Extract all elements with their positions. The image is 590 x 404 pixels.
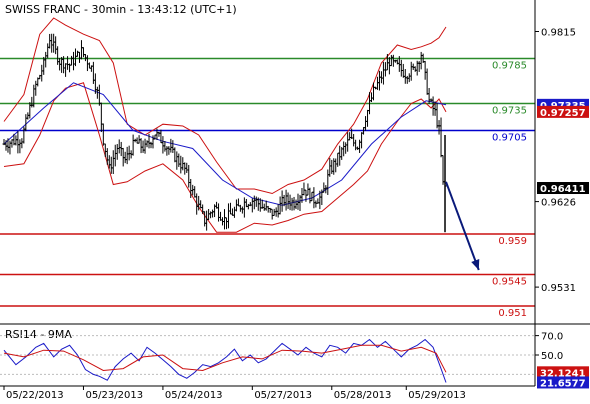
level-label: 0.9705 — [492, 133, 527, 144]
x-tick-label: 05/24/2013 — [165, 390, 223, 400]
rsi-value-tag — [537, 376, 589, 389]
level-label: 0.959 — [498, 236, 527, 247]
x-tick-label: 05/23/2013 — [85, 390, 143, 400]
rsi-y-tick-label: 70.0 — [541, 332, 563, 343]
price-tag-label: 0.96411 — [540, 184, 586, 195]
forecast-arrow-shaft — [445, 181, 480, 271]
price-panel-background — [0, 0, 535, 324]
rsi-y-tick-label: 50.0 — [541, 351, 563, 362]
upper-band-line — [3, 17, 447, 195]
level-label: 0.9545 — [492, 277, 527, 288]
level-label: 0.9735 — [492, 106, 527, 117]
x-tick-label: 05/29/2013 — [408, 390, 466, 400]
x-tick-label: 05/27/2013 — [254, 390, 312, 400]
rsi-series-line — [3, 344, 447, 373]
x-tick-label: 05/28/2013 — [334, 390, 392, 400]
forecast-arrow-head — [471, 259, 480, 270]
rsi-value-tag — [537, 366, 589, 379]
x-axis: 05/22/2013 05/23/2013 05/24/2013 05/27/2013… — [3, 386, 466, 401]
level-label: 0.9785 — [492, 61, 527, 72]
y-tick-label: 0.9626 — [541, 198, 576, 209]
price-panel: SWISS FRANC - 30min - 13:43:12 (UTC+1) 0… — [0, 0, 589, 324]
x-tick-label: 05/22/2013 — [6, 390, 64, 400]
rsi-series-line — [3, 338, 447, 383]
price-tag — [537, 182, 589, 195]
rsi-panel-title: RSI14 - 9MA — [5, 328, 72, 341]
rsi-value-tag-label: 21.6577 — [540, 378, 586, 389]
level-label: 0.951 — [498, 308, 527, 319]
y-tick-label: 0.9531 — [541, 283, 576, 294]
chart-title: SWISS FRANC - 30min - 13:43:12 (UTC+1) — [5, 3, 237, 16]
price-tag — [537, 105, 589, 118]
price-tag-label: 0.97257 — [540, 108, 586, 119]
rsi-value-tag-label: 32.1241 — [540, 368, 586, 379]
moving-average-line — [3, 82, 447, 206]
y-tick-label: 0.9815 — [541, 28, 576, 39]
